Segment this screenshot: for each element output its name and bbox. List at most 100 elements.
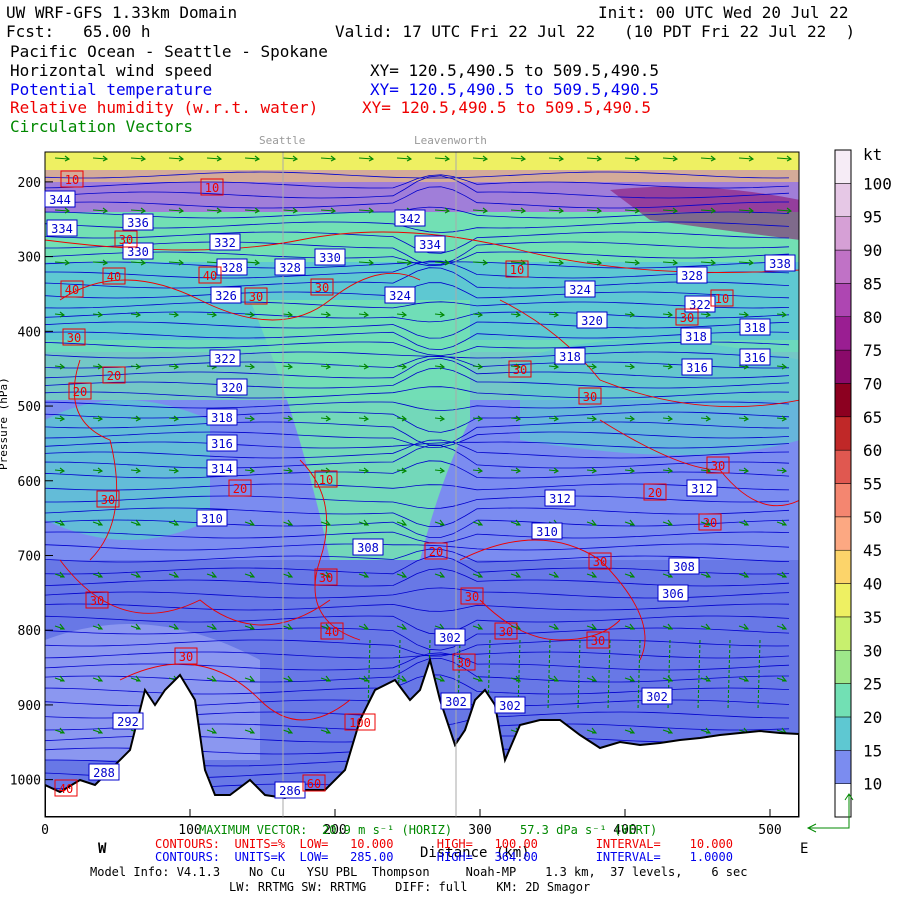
circulation-vector: [206, 157, 222, 160]
vector-head: [553, 571, 560, 578]
circulation-vector: [624, 157, 640, 160]
vector-head: [477, 415, 484, 422]
theta-line: [45, 386, 790, 399]
y-tick-label: 800: [18, 624, 41, 639]
theta-label-box: [564, 280, 596, 298]
model-info: Model Info: V4.1.3 No Cu YSU PBL Thompso…: [90, 865, 748, 879]
rh-label-box: [314, 568, 338, 586]
x-axis-label: Distance (km): [420, 845, 530, 861]
east-label: E: [800, 841, 809, 857]
vector-head: [667, 519, 674, 526]
colorbar-swatch: [834, 383, 852, 418]
vector-head: [591, 519, 598, 526]
theta-line: [45, 603, 790, 612]
field-relative-humidity-xy: XY= 120.5,490.5 to 509.5,490.5: [362, 98, 651, 117]
vector-head: [444, 155, 451, 162]
theta-line: [45, 531, 790, 544]
theta-label: 308: [357, 541, 379, 555]
theta-line: [45, 543, 790, 551]
vector-head: [254, 207, 261, 214]
theta-line: [45, 267, 790, 289]
theta-label: 324: [389, 289, 411, 303]
model-title: UW WRF-GFS 1.33km Domain: [6, 3, 238, 22]
vector-head: [211, 311, 218, 318]
circulation-vector: [54, 365, 65, 368]
vector-head: [748, 155, 755, 162]
vector-head: [287, 415, 294, 422]
colorbar-tick-label: 55: [863, 475, 882, 494]
theta-label: 326: [215, 289, 237, 303]
theta-label: 292: [117, 715, 139, 729]
circulation-vector: [738, 209, 754, 212]
vector-head: [59, 311, 66, 318]
reference-vector-arrow: [806, 793, 854, 833]
circulation-vector: [244, 365, 255, 368]
vector-head: [363, 467, 370, 474]
y-tick-label: 600: [18, 475, 41, 490]
rh-label: 30: [249, 290, 263, 304]
theta-line: [45, 441, 790, 449]
theta-label: 330: [127, 245, 149, 259]
circulation-vector: [624, 313, 635, 316]
vector-head: [629, 415, 636, 422]
circulation-vector: [168, 157, 184, 160]
rh-label-box: [494, 622, 518, 640]
theta-label-box: [216, 378, 248, 396]
vector-head: [553, 467, 560, 474]
vector-head: [97, 623, 104, 630]
vector-head: [211, 675, 218, 682]
vector-head: [325, 727, 332, 734]
theta-label-box: [122, 213, 154, 231]
colorbar-swatch: [834, 750, 852, 784]
circulation-vector: [282, 365, 293, 368]
vector-head: [59, 519, 66, 526]
theta-label: 324: [569, 283, 591, 297]
vector-head: [401, 675, 408, 682]
vector-head: [64, 155, 71, 162]
vector-head: [102, 207, 109, 214]
theta-label: 330: [319, 251, 341, 265]
rh-label-box: [314, 470, 338, 488]
rh-label: 40: [203, 269, 217, 283]
theta-label: 316: [211, 437, 233, 451]
vector-head: [672, 259, 679, 266]
vector-head: [401, 623, 408, 630]
vector-head: [705, 415, 712, 422]
circulation-vector: [472, 365, 483, 368]
vector-head: [97, 571, 104, 578]
theta-label: 320: [581, 314, 603, 328]
vector-head: [439, 467, 446, 474]
theta-label: 314: [211, 462, 233, 476]
theta-label: 312: [549, 492, 571, 506]
field-potential-temperature: Potential temperature: [10, 80, 213, 99]
circulation-vector: [434, 313, 445, 316]
colorbar-tick-label: 35: [863, 608, 882, 627]
circulation-vector: [396, 261, 412, 264]
vector-head: [287, 571, 294, 578]
vertical-vector: [697, 639, 701, 711]
circulation-vector: [776, 469, 787, 472]
theta-line: [45, 231, 790, 254]
vector-head: [135, 311, 142, 318]
circulation-vector: [510, 157, 526, 160]
vector-head: [553, 623, 560, 630]
theta-label: 308: [673, 560, 695, 574]
rh-contour: [73, 359, 118, 561]
rh-label: 10: [205, 181, 219, 195]
vector-head: [591, 727, 598, 734]
theta-line: [45, 401, 790, 412]
vector-head: [439, 415, 446, 422]
circulation-vector: [130, 209, 146, 212]
theta-line: [45, 431, 790, 448]
circulation-vector: [358, 469, 369, 472]
rh-label: 30: [101, 493, 115, 507]
circulation-vector: [320, 313, 331, 316]
vector-head: [287, 467, 294, 474]
shade-region: [45, 400, 210, 540]
vector-head: [97, 519, 104, 526]
theta-line: [45, 171, 790, 179]
vector-head: [705, 571, 712, 578]
circulation-vector: [54, 417, 65, 420]
vector-head: [515, 311, 522, 318]
vector-head: [363, 675, 370, 682]
